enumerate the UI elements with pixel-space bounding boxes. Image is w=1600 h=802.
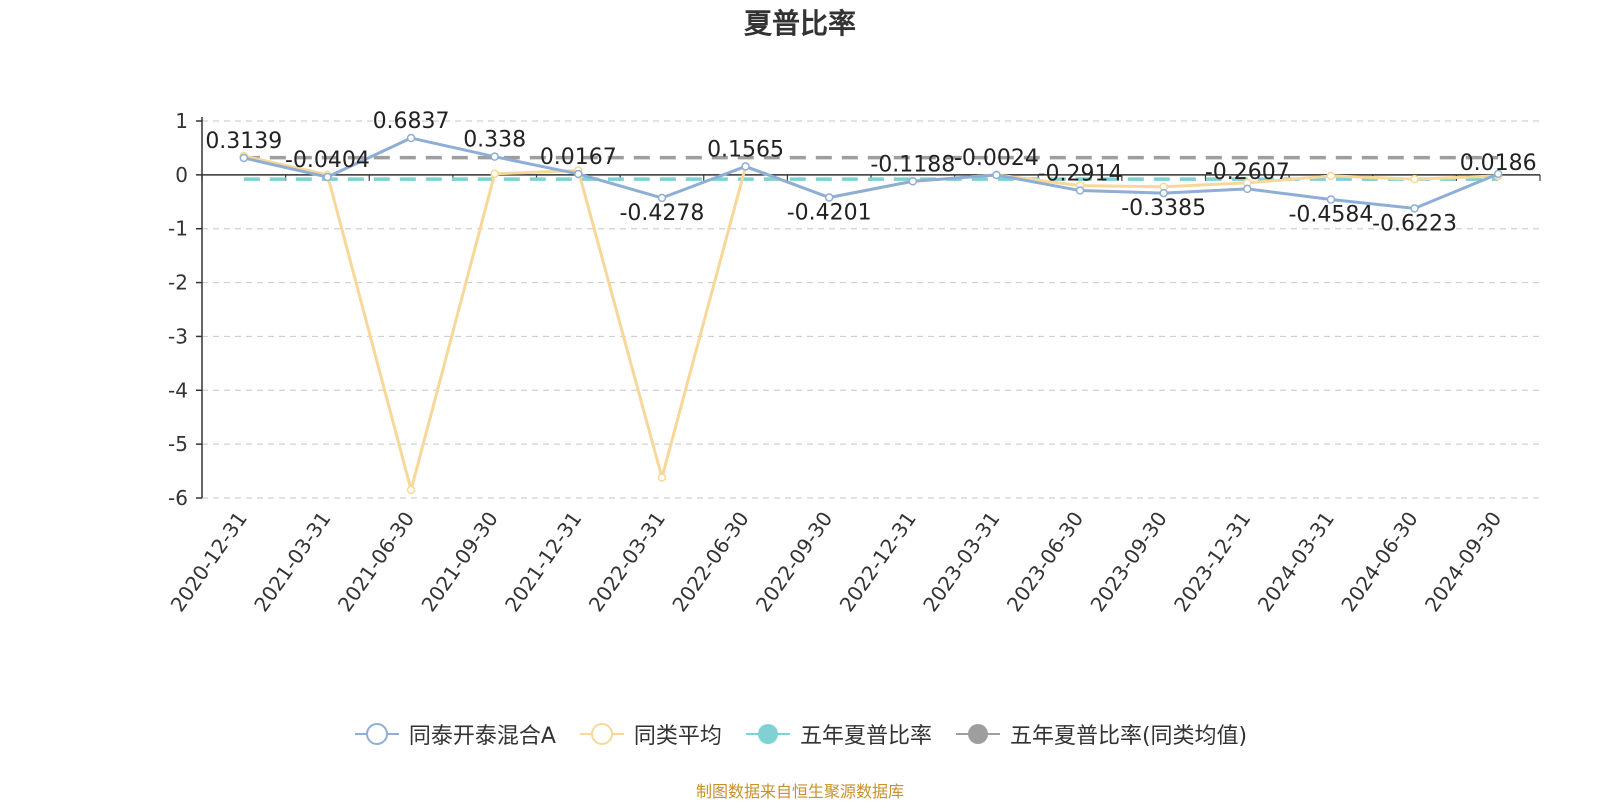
peer-average-point — [1410, 174, 1419, 184]
y-tick-label: -4 — [168, 378, 188, 402]
data-label: -0.6223 — [1372, 211, 1457, 236]
x-tick-label: 2022-12-31 — [835, 507, 921, 616]
x-tick-label: 2024-03-31 — [1253, 507, 1339, 616]
x-tick-label: 2022-06-30 — [667, 507, 753, 616]
x-tick-label: 2024-06-30 — [1336, 507, 1422, 616]
fund-point — [1075, 186, 1085, 195]
legend: 同泰开泰混合A 同类平均 五年夏普比率 五年夏普比率(同类均值) — [0, 718, 1600, 750]
filled-circle-line-icon — [954, 722, 1002, 746]
data-label: -0.2607 — [1205, 160, 1290, 185]
peer-average-point — [657, 473, 667, 482]
fund-point — [908, 177, 918, 186]
fund-point — [490, 152, 499, 161]
x-tick-label: 2022-09-30 — [751, 507, 837, 616]
fund-point — [239, 153, 249, 163]
fund-point — [323, 172, 332, 182]
legend-item-five-year-sharpe[interactable]: 五年夏普比率 — [744, 718, 932, 750]
filled-circle-line-icon — [744, 722, 792, 746]
peer-average-point — [490, 169, 499, 179]
fund-line — [243, 136, 1499, 210]
data-label: -0.3385 — [1121, 196, 1206, 221]
y-tick-label: -3 — [168, 324, 188, 348]
fund-point — [992, 170, 1001, 180]
fund-point — [1493, 169, 1503, 179]
chart-title: 夏普比率 — [743, 7, 856, 40]
x-tick-label: 2023-12-31 — [1169, 507, 1255, 616]
x-tick-label: 2021-03-31 — [249, 507, 335, 616]
data-label: 0.0167 — [540, 145, 617, 170]
fund-point — [1326, 195, 1336, 204]
data-label: -0.0404 — [285, 148, 370, 173]
data-label: -0.2914 — [1038, 162, 1123, 187]
data-label: 0.338 — [463, 128, 526, 153]
data-label: -0.1188 — [870, 152, 955, 177]
source-note: 制图数据来自恒生聚源数据库 — [695, 782, 904, 801]
fund-point — [406, 133, 416, 143]
x-tick-label: 2021-06-30 — [333, 507, 419, 616]
legend-item-fund[interactable]: 同泰开泰混合A — [353, 718, 556, 750]
x-tick-label: 2022-03-31 — [584, 507, 670, 616]
legend-label: 五年夏普比率 — [799, 724, 932, 749]
data-label: -0.4201 — [787, 200, 872, 225]
data-label: 0.3139 — [205, 129, 282, 154]
data-label: 0.1565 — [707, 137, 784, 162]
hollow-circle-line-icon — [578, 722, 626, 746]
fund-point — [1410, 204, 1419, 213]
legend-label: 五年夏普比率(同类均值) — [1009, 724, 1248, 749]
data-label: -0.4584 — [1288, 203, 1373, 228]
fund-point — [574, 169, 583, 179]
x-tick-label: 2023-06-30 — [1002, 507, 1088, 616]
fund-point — [657, 193, 667, 203]
legend-label: 同泰开泰混合A — [408, 724, 556, 749]
y-tick-label: -5 — [168, 432, 188, 456]
x-tick-label: 2023-09-30 — [1085, 507, 1171, 616]
fund-point — [824, 193, 834, 202]
y-tick-label: 1 — [175, 109, 188, 133]
data-label: -0.0024 — [954, 146, 1039, 171]
data-label: 0.6837 — [373, 109, 450, 134]
data-label: -0.4278 — [619, 201, 704, 226]
data-label: 0.0186 — [1460, 151, 1537, 176]
legend-label: 同类平均 — [633, 724, 722, 749]
fund-point — [1243, 184, 1252, 194]
legend-item-peer-average[interactable]: 同类平均 — [578, 718, 722, 750]
x-tick-label: 2020-12-31 — [166, 507, 252, 616]
y-tick-label: -2 — [168, 271, 188, 295]
x-tick-label: 2023-03-31 — [918, 507, 1004, 616]
y-tick-label: -6 — [168, 486, 188, 510]
hollow-circle-line-icon — [353, 722, 401, 746]
peer-average-point — [1326, 171, 1336, 181]
x-tick-label: 2021-12-31 — [500, 507, 586, 616]
y-tick-label: 0 — [175, 163, 188, 187]
x-tick-label: 2021-09-30 — [416, 507, 502, 616]
y-tick-label: -1 — [168, 217, 188, 241]
x-tick-label: 2024-09-30 — [1420, 507, 1506, 616]
fund-point — [1159, 188, 1168, 198]
peer-average-point — [406, 485, 416, 495]
legend-item-five-year-sharpe-peer[interactable]: 五年夏普比率(同类均值) — [954, 718, 1247, 750]
fund-point — [741, 162, 750, 171]
